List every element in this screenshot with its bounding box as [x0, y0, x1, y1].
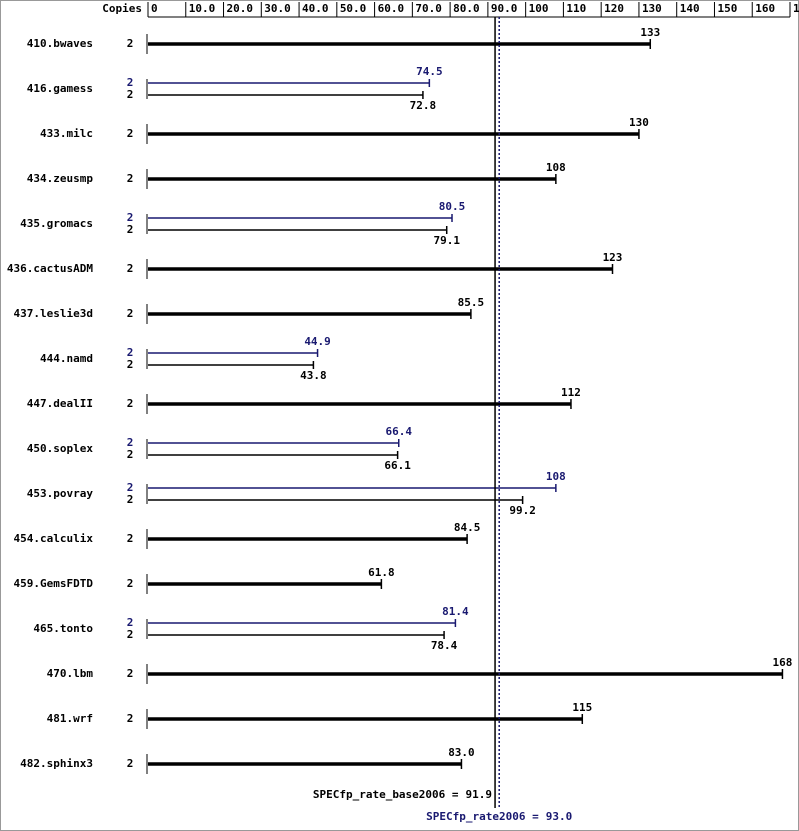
value-label: 80.5	[439, 200, 466, 213]
value-label: 115	[572, 701, 592, 714]
copies: 2	[127, 37, 134, 50]
category-label: 437.leslie3d	[14, 307, 93, 320]
category-label: 410.bwaves	[27, 37, 93, 50]
value-label: 81.4	[442, 605, 469, 618]
value-label: 112	[561, 386, 581, 399]
x-tick-label: 0	[151, 2, 158, 15]
copies: 2	[127, 667, 134, 680]
copies: 2	[127, 616, 134, 629]
copies: 2	[127, 493, 134, 506]
category-label: 450.soplex	[27, 442, 94, 455]
category-label: 444.namd	[40, 352, 93, 365]
x-tick-label: 130	[642, 2, 662, 15]
copies: 2	[127, 532, 134, 545]
category-label: 465.tonto	[33, 622, 93, 635]
copies: 2	[127, 307, 134, 320]
x-tick-label: 80.0	[453, 2, 480, 15]
x-tick-label: 140	[680, 2, 700, 15]
value-label: 123	[603, 251, 623, 264]
copies: 2	[127, 346, 134, 359]
copies: 2	[127, 436, 134, 449]
category-label: 470.lbm	[47, 667, 94, 680]
value-label: 133	[640, 26, 660, 39]
copies: 2	[127, 211, 134, 224]
x-tick-label: 150	[717, 2, 737, 15]
x-tick-label: 30.0	[264, 2, 291, 15]
reference-value: 91.9	[466, 788, 493, 801]
value-label: 74.5	[416, 65, 443, 78]
category-label: 436.cactusADM	[7, 262, 93, 275]
value-label: 61.8	[368, 566, 395, 579]
x-tick-label: 120	[604, 2, 624, 15]
category-label: 434.zeusmp	[27, 172, 94, 185]
value-label: 66.4	[386, 425, 413, 438]
reference-name: SPECfp_rate2006 =	[426, 810, 539, 823]
copies: 2	[127, 397, 134, 410]
category-label: 482.sphinx3	[20, 757, 93, 770]
x-tick-label: 170	[793, 2, 799, 15]
x-tick-label: 110	[566, 2, 586, 15]
x-tick-label: 160	[755, 2, 775, 15]
value-label: 99.2	[509, 504, 536, 517]
x-tick-label: 100	[529, 2, 549, 15]
copies: 2	[127, 577, 134, 590]
reference-name: SPECfp_rate_base2006 =	[313, 788, 459, 801]
copies: 2	[127, 262, 134, 275]
category-label: 454.calculix	[14, 532, 94, 545]
x-tick-label: 50.0	[340, 2, 367, 15]
x-tick-label: 20.0	[227, 2, 254, 15]
category-label: 459.GemsFDTD	[14, 577, 94, 590]
copies: 2	[127, 127, 134, 140]
reference-value: 93.0	[546, 810, 573, 823]
x-tick-label: 90.0	[491, 2, 517, 15]
copies: 2	[127, 481, 134, 494]
copies: 2	[127, 712, 134, 725]
copies-header: Copies	[102, 2, 142, 15]
category-label: 481.wrf	[47, 712, 93, 725]
reference-label: SPECfp_rate_base2006 = 91.9	[313, 788, 492, 801]
value-label: 85.5	[458, 296, 485, 309]
reference-label: SPECfp_rate2006 = 93.0	[426, 810, 572, 823]
copies: 2	[127, 757, 134, 770]
category-label: 447.dealII	[27, 397, 93, 410]
x-tick-label: 70.0	[415, 2, 442, 15]
value-label: 79.1	[433, 234, 460, 247]
value-label: 108	[546, 470, 566, 483]
copies: 2	[127, 223, 134, 236]
copies: 2	[127, 448, 134, 461]
value-label: 168	[773, 656, 793, 669]
value-label: 130	[629, 116, 649, 129]
value-label: 43.8	[300, 369, 327, 382]
x-tick-label: 40.0	[302, 2, 329, 15]
category-label: 416.gamess	[27, 82, 93, 95]
value-label: 72.8	[410, 99, 437, 112]
x-tick-label: 10.0	[189, 2, 216, 15]
value-label: 44.9	[304, 335, 331, 348]
category-label: 453.povray	[27, 487, 94, 500]
copies: 2	[127, 628, 134, 641]
value-label: 84.5	[454, 521, 481, 534]
value-label: 83.0	[448, 746, 475, 759]
copies: 2	[127, 76, 134, 89]
value-label: 66.1	[384, 459, 411, 472]
copies: 2	[127, 88, 134, 101]
category-label: 433.milc	[40, 127, 93, 140]
x-tick-label: 60.0	[378, 2, 405, 15]
copies: 2	[127, 358, 134, 371]
value-label: 78.4	[431, 639, 458, 652]
category-label: 435.gromacs	[20, 217, 93, 230]
value-label: 108	[546, 161, 566, 174]
copies: 2	[127, 172, 134, 185]
